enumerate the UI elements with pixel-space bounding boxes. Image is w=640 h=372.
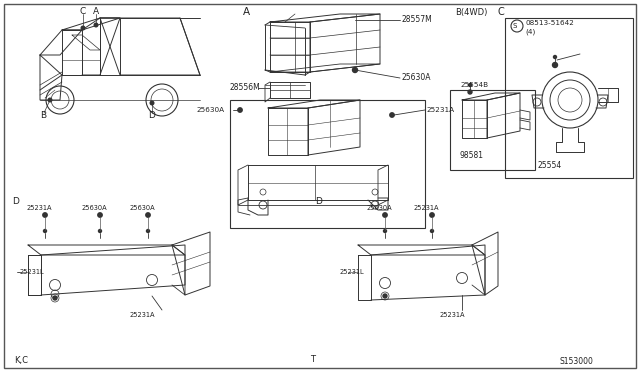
Circle shape bbox=[99, 230, 102, 232]
Circle shape bbox=[353, 67, 358, 73]
Circle shape bbox=[53, 296, 57, 300]
Circle shape bbox=[44, 230, 47, 232]
Text: 25554: 25554 bbox=[538, 160, 562, 170]
Text: D: D bbox=[315, 198, 322, 206]
Circle shape bbox=[383, 294, 387, 298]
Bar bbox=[450, 90, 535, 170]
Text: A: A bbox=[243, 7, 250, 17]
Text: 98581: 98581 bbox=[460, 151, 484, 160]
Text: K,C: K,C bbox=[14, 356, 28, 365]
Circle shape bbox=[430, 213, 434, 217]
Circle shape bbox=[238, 108, 242, 112]
Text: S153000: S153000 bbox=[560, 357, 594, 366]
Text: 25231A: 25231A bbox=[440, 312, 465, 318]
Text: A: A bbox=[93, 7, 99, 16]
Circle shape bbox=[150, 101, 154, 105]
Text: 25630A: 25630A bbox=[367, 205, 392, 211]
Circle shape bbox=[390, 113, 394, 117]
Circle shape bbox=[94, 23, 98, 27]
Circle shape bbox=[468, 83, 472, 87]
Text: 25630A: 25630A bbox=[402, 74, 431, 83]
Circle shape bbox=[48, 98, 52, 102]
Text: 25630A: 25630A bbox=[196, 107, 224, 113]
Text: 08513-51642: 08513-51642 bbox=[525, 20, 574, 26]
Circle shape bbox=[383, 213, 387, 217]
Circle shape bbox=[43, 213, 47, 217]
Text: D: D bbox=[12, 198, 19, 206]
Text: S: S bbox=[513, 23, 517, 29]
Circle shape bbox=[468, 90, 472, 94]
Text: 25630A: 25630A bbox=[130, 205, 156, 211]
Circle shape bbox=[552, 62, 557, 67]
Circle shape bbox=[81, 26, 85, 30]
Text: 25231A: 25231A bbox=[426, 107, 454, 113]
Text: B: B bbox=[40, 110, 46, 119]
Text: 25231A: 25231A bbox=[130, 312, 156, 318]
Text: 28557M: 28557M bbox=[402, 16, 433, 25]
Bar bbox=[230, 100, 425, 228]
Circle shape bbox=[98, 213, 102, 217]
Text: 25231A: 25231A bbox=[27, 205, 52, 211]
Text: 25231L: 25231L bbox=[20, 269, 45, 275]
Bar bbox=[505, 18, 633, 178]
Text: 28556M: 28556M bbox=[230, 83, 260, 93]
Text: T: T bbox=[310, 356, 315, 365]
Circle shape bbox=[431, 230, 433, 232]
Circle shape bbox=[383, 230, 387, 232]
Circle shape bbox=[554, 55, 557, 58]
Text: (4): (4) bbox=[525, 29, 535, 35]
Text: 25231A: 25231A bbox=[414, 205, 440, 211]
Text: B(4WD): B(4WD) bbox=[455, 7, 488, 16]
Text: C: C bbox=[497, 7, 504, 17]
Text: D: D bbox=[148, 110, 155, 119]
Circle shape bbox=[146, 213, 150, 217]
Text: 25554B: 25554B bbox=[460, 82, 488, 88]
Text: 25630A: 25630A bbox=[82, 205, 108, 211]
Text: C: C bbox=[80, 7, 86, 16]
Circle shape bbox=[147, 230, 150, 232]
Text: 25231L: 25231L bbox=[340, 269, 365, 275]
